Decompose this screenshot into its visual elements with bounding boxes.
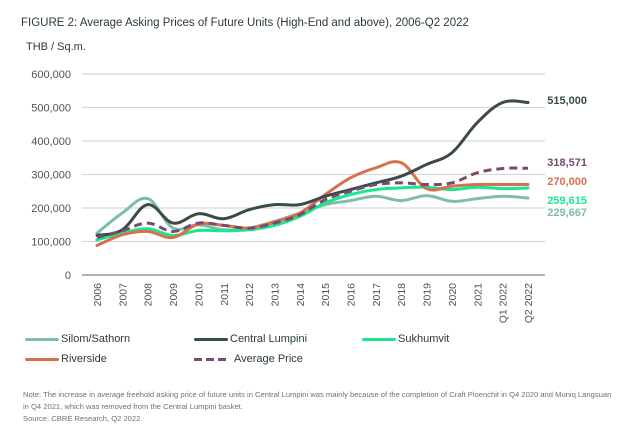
x-tick-label: 2008 xyxy=(143,283,155,307)
series-line-sukhumvit xyxy=(95,185,530,242)
series-line-average-price xyxy=(96,166,529,239)
legend-label: Average Price xyxy=(234,353,303,365)
series-line-central-lumpini xyxy=(95,99,530,237)
legend-swatch-dashed xyxy=(194,357,228,361)
y-tick-label: 600,000 xyxy=(31,69,71,81)
x-tick-label: 2015 xyxy=(320,283,332,307)
x-tick-label: 2011 xyxy=(219,283,231,306)
x-tick-label: Q2 2022 xyxy=(523,283,535,323)
end-label-riverside: 270,000 xyxy=(547,176,587,188)
x-tick-label: 2007 xyxy=(117,283,129,307)
series-lines xyxy=(95,99,530,248)
footnote: Note: The increase in average freehold a… xyxy=(23,389,613,425)
legend-item-average-price[interactable]: Average Price xyxy=(194,353,303,365)
x-tick-label: 2010 xyxy=(193,283,205,307)
end-label-silom-sathorn: 229,667 xyxy=(547,207,587,219)
legend-label: Central Lumpini xyxy=(230,333,308,345)
legend-swatch xyxy=(25,337,59,341)
note-text: Note: The increase in average freehold a… xyxy=(23,390,612,411)
x-tick-label: 2017 xyxy=(371,283,383,307)
x-tick-label: 2009 xyxy=(168,283,180,307)
y-axis-ticks: 0 100,000 200,000 300,000 400,000 500,000 600,… xyxy=(31,69,71,282)
legend-item-silom-sathorn[interactable]: Silom/Sathorn xyxy=(25,333,130,345)
figure-title: FIGURE 2: Average Asking Prices of Futur… xyxy=(21,17,469,29)
legend-swatch xyxy=(194,337,228,341)
y-tick-label: 500,000 xyxy=(31,103,71,115)
x-tick-label: 2012 xyxy=(244,283,256,307)
legend-label: Riverside xyxy=(61,353,107,365)
x-tick-label: 2006 xyxy=(92,283,104,307)
legend-swatch xyxy=(362,337,396,341)
end-label-central-lumpini: 515,000 xyxy=(547,95,587,107)
end-label-sukhumvit: 259,615 xyxy=(547,195,587,207)
y-tick-label: 300,000 xyxy=(31,170,71,182)
legend-item-riverside[interactable]: Riverside xyxy=(25,353,107,365)
source-text: Source: CBRE Research, Q2 2022 xyxy=(23,414,141,423)
x-tick-label: 2021 xyxy=(472,283,484,307)
end-label-average-price: 318,571 xyxy=(547,157,587,169)
x-tick-label: 2018 xyxy=(396,283,408,307)
legend-label: Sukhumvit xyxy=(398,333,450,345)
y-axis-unit-label: THB / Sq.m. xyxy=(26,41,86,53)
x-axis-ticks: 2006 2007 2008 2009 2010 2011 2012 2013 2014 2015… xyxy=(92,283,535,323)
legend: Silom/Sathorn Central Lumpini Sukhumvit … xyxy=(25,333,545,373)
y-tick-label: 100,000 xyxy=(31,237,71,249)
legend-item-central-lumpini[interactable]: Central Lumpini xyxy=(194,333,307,345)
y-tick-label: 200,000 xyxy=(31,203,71,215)
x-tick-label: 2016 xyxy=(346,283,358,307)
line-chart: 0 100,000 200,000 300,000 400,000 500,000 600,… xyxy=(31,69,587,323)
x-tick-label: Q1 2022 xyxy=(498,283,510,323)
x-tick-label: 2020 xyxy=(447,283,459,307)
gridlines xyxy=(82,73,545,243)
y-tick-label: 0 xyxy=(65,270,71,282)
legend-item-sukhumvit[interactable]: Sukhumvit xyxy=(362,333,449,345)
legend-swatch xyxy=(25,357,59,361)
y-tick-label: 400,000 xyxy=(31,136,71,148)
series-line-riverside xyxy=(95,160,530,248)
legend-label: Silom/Sathorn xyxy=(61,333,131,345)
x-tick-label: 2013 xyxy=(269,283,281,307)
x-tick-label: 2014 xyxy=(295,283,307,307)
x-tick-label: 2019 xyxy=(422,283,434,307)
